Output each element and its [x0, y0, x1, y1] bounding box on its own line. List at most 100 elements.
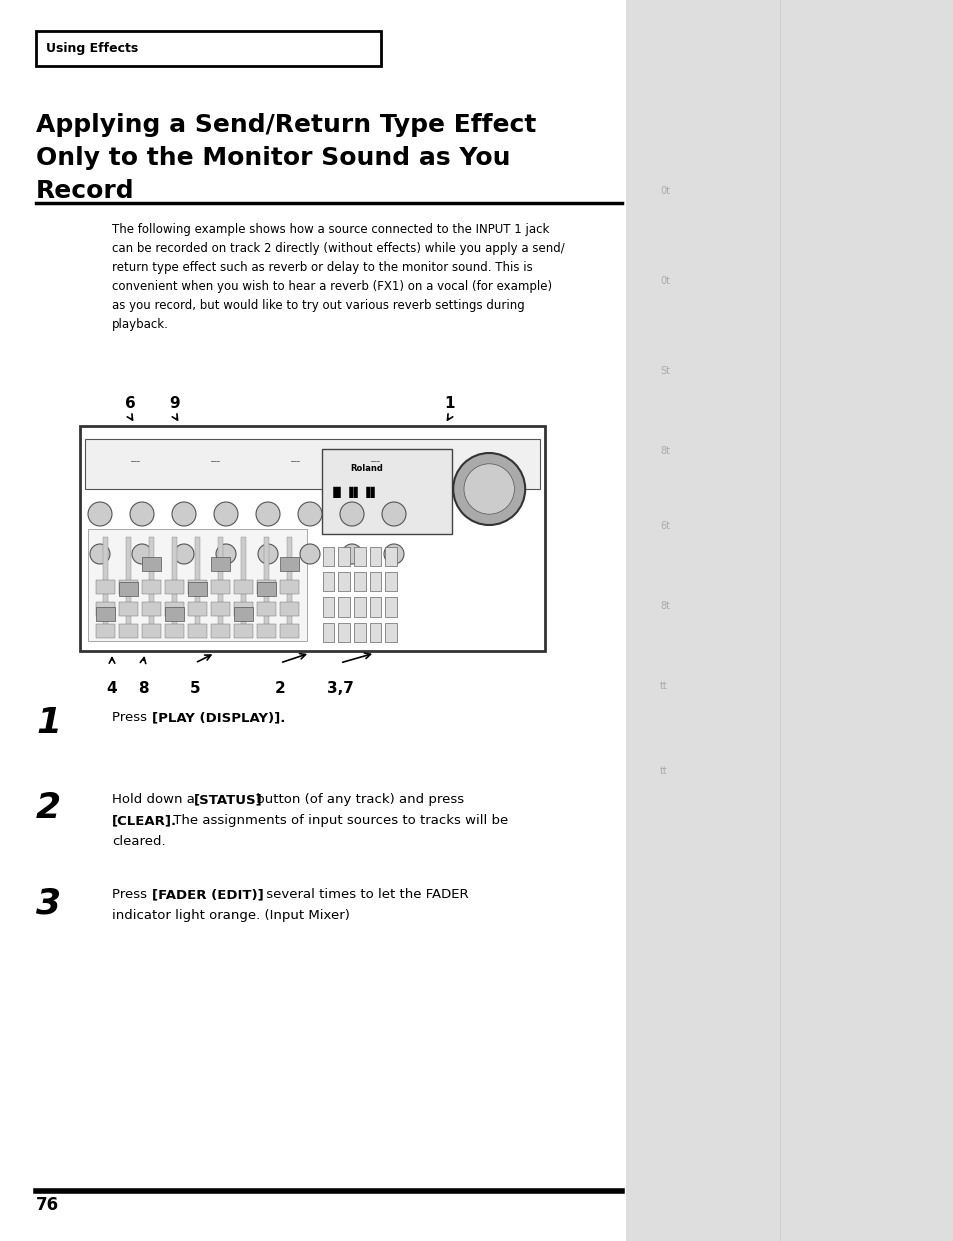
- Text: Using Effects: Using Effects: [46, 42, 138, 55]
- Text: ━━━: ━━━: [210, 460, 219, 465]
- Bar: [338, 547, 350, 566]
- Circle shape: [297, 503, 322, 526]
- Text: 8t: 8t: [659, 601, 669, 611]
- Text: several times to let the FADER: several times to let the FADER: [262, 889, 468, 901]
- Bar: [188, 582, 207, 596]
- Bar: [369, 572, 381, 592]
- Circle shape: [381, 503, 406, 526]
- Bar: [385, 572, 396, 592]
- Bar: [142, 580, 161, 594]
- Bar: [280, 624, 298, 638]
- Bar: [194, 536, 200, 633]
- Bar: [369, 597, 381, 617]
- Bar: [80, 426, 544, 652]
- Bar: [354, 597, 365, 617]
- Text: ━━━: ━━━: [130, 460, 139, 465]
- Bar: [263, 536, 269, 633]
- Bar: [119, 624, 138, 638]
- Text: tt: tt: [659, 681, 667, 691]
- Bar: [322, 547, 335, 566]
- Bar: [369, 547, 381, 566]
- Circle shape: [130, 503, 153, 526]
- Circle shape: [173, 544, 193, 563]
- Bar: [85, 439, 539, 489]
- Text: cleared.: cleared.: [112, 835, 166, 848]
- Bar: [385, 597, 396, 617]
- Text: 6t: 6t: [659, 521, 669, 531]
- Text: ━━━: ━━━: [370, 460, 379, 465]
- Text: [PLAY (DISPLAY)].: [PLAY (DISPLAY)].: [152, 711, 285, 724]
- Circle shape: [172, 503, 195, 526]
- Circle shape: [339, 503, 364, 526]
- Text: Press: Press: [112, 711, 152, 724]
- Text: Press: Press: [112, 889, 152, 901]
- Text: ▐▌▐▌▐▌: ▐▌▐▌▐▌: [328, 486, 379, 498]
- Bar: [211, 580, 230, 594]
- Bar: [280, 580, 298, 594]
- Bar: [126, 536, 132, 633]
- Text: 1: 1: [444, 396, 455, 411]
- Text: Roland: Roland: [350, 464, 383, 473]
- Bar: [256, 580, 275, 594]
- Text: button (of any track) and press: button (of any track) and press: [252, 793, 464, 805]
- Bar: [240, 536, 246, 633]
- Bar: [211, 624, 230, 638]
- Bar: [322, 597, 335, 617]
- Bar: [188, 602, 207, 616]
- Bar: [96, 602, 115, 616]
- Text: [STATUS]: [STATUS]: [193, 793, 262, 805]
- Text: 2: 2: [274, 681, 285, 696]
- Bar: [119, 582, 138, 596]
- Text: Applying a Send/Return Type Effect: Applying a Send/Return Type Effect: [36, 113, 536, 137]
- Bar: [338, 572, 350, 592]
- Bar: [280, 557, 298, 571]
- Text: ━━━: ━━━: [290, 460, 299, 465]
- Circle shape: [215, 544, 235, 563]
- Text: 1: 1: [36, 706, 61, 740]
- Bar: [322, 572, 335, 592]
- Bar: [233, 602, 253, 616]
- Bar: [385, 623, 396, 642]
- Text: indicator light orange. (Input Mixer): indicator light orange. (Input Mixer): [112, 908, 350, 922]
- Text: 6: 6: [125, 396, 135, 411]
- Text: convenient when you wish to hear a reverb (FX1) on a vocal (for example): convenient when you wish to hear a rever…: [112, 280, 552, 293]
- Text: Hold down a: Hold down a: [112, 793, 199, 805]
- Bar: [142, 557, 161, 571]
- Text: 8: 8: [137, 681, 148, 696]
- Bar: [280, 602, 298, 616]
- Circle shape: [384, 544, 403, 563]
- Bar: [321, 448, 452, 534]
- Bar: [103, 536, 109, 633]
- Text: The following example shows how a source connected to the INPUT 1 jack: The following example shows how a source…: [112, 223, 549, 236]
- Bar: [233, 607, 253, 620]
- Text: [CLEAR].: [CLEAR].: [112, 814, 177, 827]
- Bar: [142, 624, 161, 638]
- Text: St: St: [659, 366, 669, 376]
- Bar: [338, 623, 350, 642]
- Bar: [211, 557, 230, 571]
- Text: 5: 5: [190, 681, 200, 696]
- Bar: [354, 623, 365, 642]
- Bar: [88, 529, 306, 642]
- Text: 76: 76: [36, 1196, 59, 1214]
- Bar: [625, 0, 953, 1241]
- Text: 0t: 0t: [659, 276, 669, 285]
- Circle shape: [88, 503, 112, 526]
- Text: 4: 4: [107, 681, 117, 696]
- Bar: [354, 547, 365, 566]
- Circle shape: [213, 503, 237, 526]
- Text: Only to the Monitor Sound as You: Only to the Monitor Sound as You: [36, 146, 510, 170]
- Bar: [385, 547, 396, 566]
- Bar: [233, 580, 253, 594]
- Bar: [211, 602, 230, 616]
- Bar: [96, 624, 115, 638]
- Text: 3: 3: [36, 886, 61, 920]
- Circle shape: [255, 503, 280, 526]
- Bar: [354, 572, 365, 592]
- Text: playback.: playback.: [112, 318, 169, 331]
- Text: [FADER (EDIT)]: [FADER (EDIT)]: [152, 889, 263, 901]
- Circle shape: [463, 464, 514, 514]
- Circle shape: [90, 544, 110, 563]
- Bar: [119, 580, 138, 594]
- Circle shape: [453, 453, 525, 525]
